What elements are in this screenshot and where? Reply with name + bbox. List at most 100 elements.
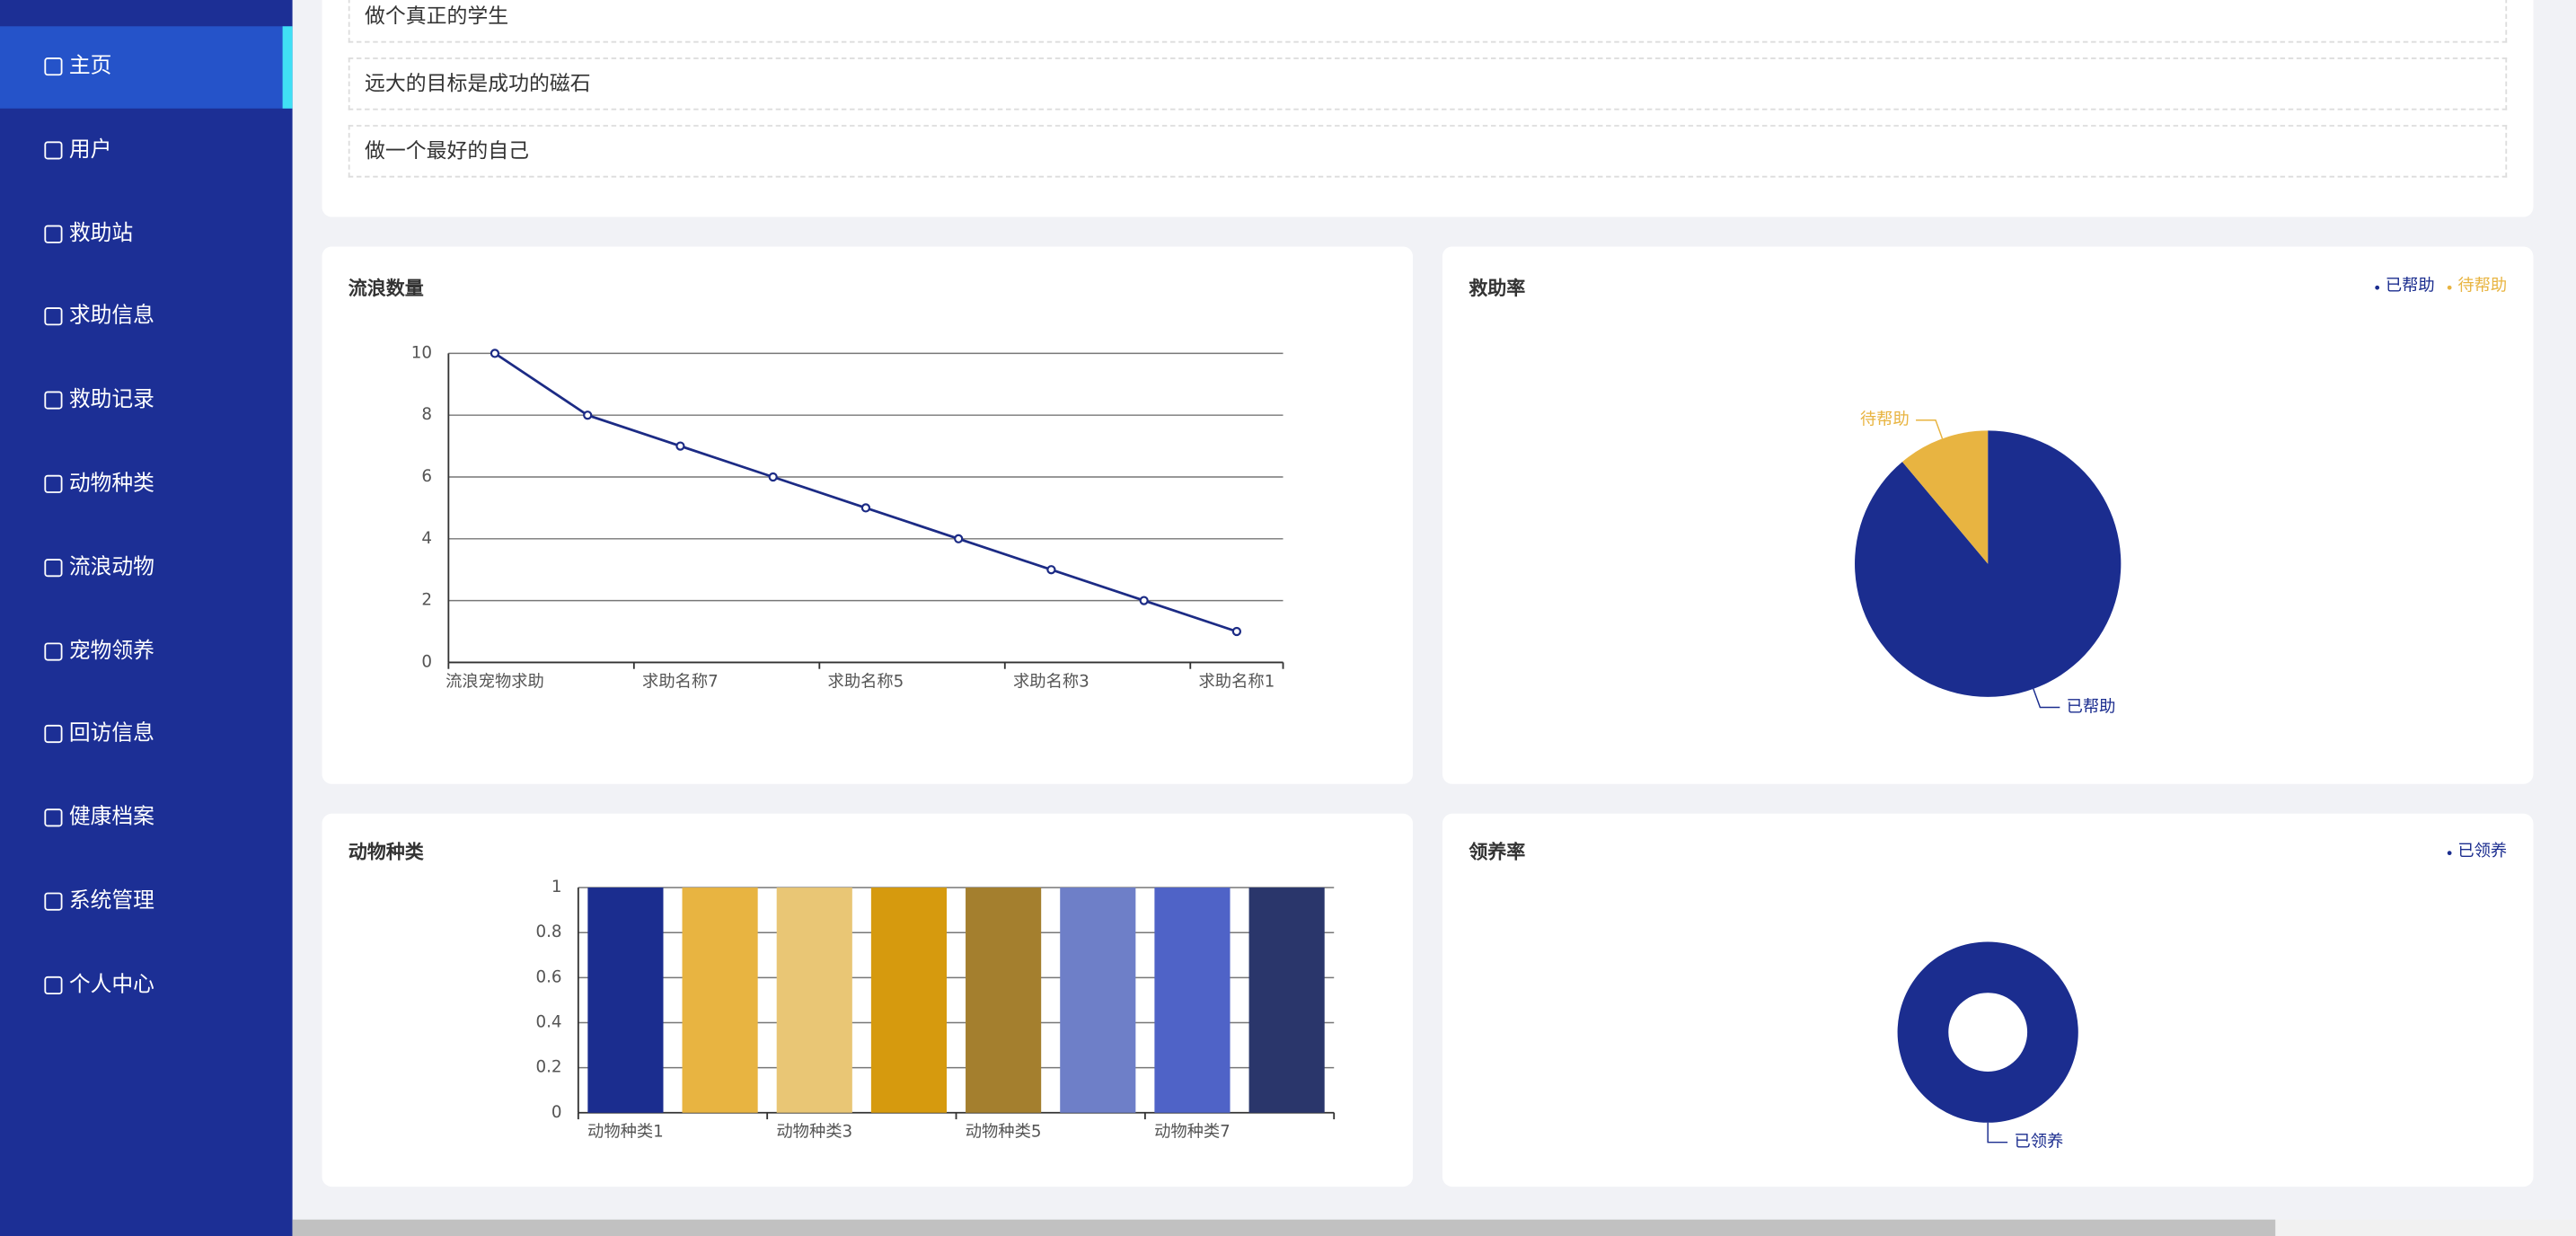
- y-tick-label: 8: [421, 405, 432, 424]
- menu-item[interactable]: 健康档案: [0, 778, 293, 860]
- slice-label: 待帮助: [1860, 411, 1910, 429]
- x-tick-label: 流浪宠物求助: [446, 672, 544, 691]
- scroll-thumb[interactable]: [292, 1219, 2276, 1236]
- x-tick-label: 动物种类7: [1154, 1123, 1231, 1142]
- point: [583, 411, 593, 420]
- menu-icon: [44, 641, 63, 660]
- x-tick-label: 动物种类1: [587, 1123, 664, 1142]
- chart-card: 救助率 已帮助 待帮助 待帮助 已帮助: [1442, 246, 2534, 784]
- menu-icon: [44, 57, 63, 76]
- menu-icon: [44, 224, 63, 243]
- line: [494, 352, 1238, 633]
- y-tick-label: 6: [421, 467, 432, 486]
- menu-label[interactable]: 健康档案: [68, 805, 154, 831]
- notice-card: 做个真正的学生远大的目标是成功的磁石 做一个最好的自己: [322, 0, 2534, 217]
- slice-label: 已领养: [2014, 1133, 2063, 1152]
- x-tick-label: 求助名称3: [1013, 672, 1090, 691]
- bar: [587, 887, 664, 1113]
- y-tick-label: 1: [551, 878, 562, 896]
- legend-label: 待帮助: [2457, 276, 2507, 295]
- slice-label: 已帮助: [2067, 698, 2116, 717]
- menu-item[interactable]: 动物种类: [0, 444, 293, 525]
- y-tick-label: 0: [551, 1103, 562, 1122]
- bar: [966, 887, 1042, 1113]
- notice-row[interactable]: 远大的目标是成功的磁石: [348, 57, 2508, 110]
- chart: 流浪数量 0 2 4 6 8 10 流浪宠物求助 求助名称7 求助名称5 求助名称3 求助名称1: [348, 277, 1284, 691]
- menu-icon: [44, 474, 63, 493]
- x-tick-label: 求助名称5: [828, 672, 904, 691]
- menu-label[interactable]: 宠物领养: [68, 639, 154, 664]
- chart-card: 动物种类 0 0.2 0.4 0.6 0.8 1 动物种类1 动物种类3 动物种类5 动物种类7: [322, 813, 1414, 1187]
- bar: [776, 887, 852, 1113]
- point: [1231, 626, 1242, 637]
- menu-label[interactable]: 用户: [68, 137, 112, 163]
- menu-item[interactable]: 宠物领养: [0, 611, 293, 693]
- legend-label: 已帮助: [2386, 276, 2435, 295]
- menu-label[interactable]: 个人中心: [68, 972, 154, 998]
- bar: [870, 887, 948, 1113]
- menu-item[interactable]: 回访信息: [0, 694, 293, 776]
- menu-item[interactable]: 主页: [0, 26, 293, 109]
- pie-slice: [1901, 430, 1989, 564]
- y-tick-label: 2: [421, 591, 432, 610]
- bar: [682, 887, 758, 1113]
- menu-icon: [44, 976, 63, 994]
- legend-label: 已领养: [2457, 842, 2507, 861]
- leader-line: [1987, 1122, 2008, 1143]
- menu-label[interactable]: 主页: [68, 54, 112, 79]
- menu-label[interactable]: 动物种类: [68, 472, 154, 497]
- menu-icon: [44, 307, 63, 327]
- y-tick-label: 10: [411, 343, 432, 362]
- point: [1139, 596, 1149, 605]
- donut-slice: [1897, 941, 2078, 1123]
- chart-card: 领养率 已领养 已领养: [1442, 813, 2534, 1187]
- menu-label[interactable]: 救助记录: [68, 388, 154, 413]
- point: [1046, 565, 1056, 575]
- menu-item[interactable]: 流浪动物: [0, 527, 293, 609]
- y-tick-label: 0.8: [535, 923, 561, 941]
- menu-icon: [44, 391, 63, 410]
- sidebar: 主页用户救助站求助信息救助记录动物种类流浪动物宠物领养回访信息健康档案系统管理个…: [0, 0, 293, 1236]
- y-tick-label: 0.6: [535, 967, 561, 986]
- menu-label[interactable]: 系统管理: [68, 888, 154, 914]
- chart-card: 流浪数量 0 2 4 6 8 10 流浪宠物求助 求助名称7 求助名称5 求助名称3 求助名称1: [322, 246, 1414, 784]
- legend-marker: [2375, 285, 2380, 290]
- y-tick-label: 4: [421, 529, 432, 548]
- x-tick-label: 动物种类5: [966, 1123, 1042, 1142]
- menu-icon: [44, 140, 63, 160]
- notice-row[interactable]: 做个真正的学生: [348, 0, 2508, 43]
- bar: [1060, 887, 1136, 1113]
- chart-title: 救助率: [1469, 277, 1525, 299]
- menu-icon: [44, 725, 63, 744]
- point: [490, 349, 500, 358]
- pie-slice: [1855, 430, 2122, 697]
- leader-line: [2033, 688, 2060, 709]
- notice-row[interactable]: 做一个最好的自己: [348, 125, 2508, 178]
- menu-item[interactable]: 用户: [0, 110, 293, 191]
- menu-label[interactable]: 流浪动物: [68, 555, 154, 580]
- menu-label[interactable]: 求助信息: [68, 305, 154, 330]
- y-tick-label: 0.4: [535, 1012, 561, 1031]
- point: [768, 472, 778, 482]
- chart-title: 动物种类: [348, 841, 425, 863]
- menu-item[interactable]: 个人中心: [0, 945, 293, 1027]
- chart-title: 流浪数量: [348, 277, 424, 299]
- menu-item[interactable]: 救助站: [0, 193, 293, 275]
- point: [860, 503, 871, 513]
- x-tick-label: 求助名称1: [1199, 672, 1275, 691]
- menu-icon: [44, 558, 63, 577]
- menu-label[interactable]: 救助站: [68, 221, 134, 246]
- point: [675, 441, 685, 451]
- scrollbar[interactable]: [292, 1219, 2576, 1236]
- menu-item[interactable]: 系统管理: [0, 861, 293, 943]
- legend-marker: [2447, 851, 2452, 856]
- leader-line: [1916, 419, 1944, 439]
- bar: [1248, 887, 1325, 1113]
- menu-item[interactable]: 救助记录: [0, 360, 293, 442]
- x-tick-label: 动物种类3: [776, 1123, 852, 1142]
- menu-item[interactable]: 求助信息: [0, 277, 293, 358]
- menu-label[interactable]: 回访信息: [68, 721, 154, 747]
